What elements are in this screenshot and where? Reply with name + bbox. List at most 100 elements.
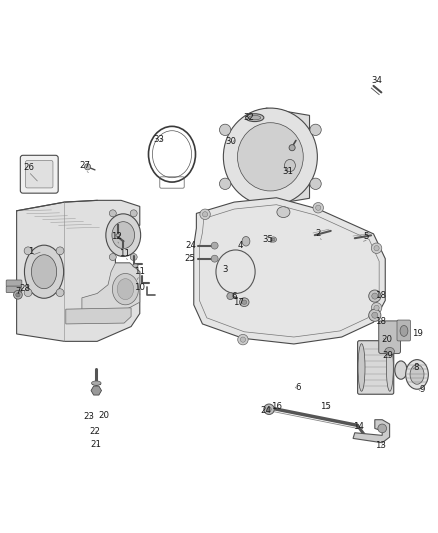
Polygon shape: [194, 198, 385, 344]
Ellipse shape: [112, 222, 134, 249]
Text: 20: 20: [381, 335, 392, 344]
Circle shape: [110, 254, 116, 261]
Circle shape: [374, 305, 379, 310]
Circle shape: [371, 243, 382, 254]
Text: 21: 21: [91, 440, 102, 449]
Ellipse shape: [400, 326, 408, 336]
Ellipse shape: [277, 207, 290, 217]
Circle shape: [310, 124, 321, 135]
Circle shape: [267, 407, 271, 411]
Ellipse shape: [133, 264, 138, 268]
Circle shape: [130, 254, 137, 261]
Text: 20: 20: [98, 411, 109, 420]
Text: 18: 18: [375, 291, 386, 300]
FancyBboxPatch shape: [25, 160, 53, 188]
Text: 5: 5: [364, 232, 369, 241]
Text: 19: 19: [412, 329, 423, 338]
Ellipse shape: [272, 238, 275, 241]
Ellipse shape: [113, 273, 138, 305]
Circle shape: [238, 334, 248, 345]
Circle shape: [372, 312, 378, 318]
Ellipse shape: [242, 300, 247, 304]
Circle shape: [110, 210, 116, 217]
Text: 14: 14: [353, 422, 364, 431]
Polygon shape: [266, 108, 310, 206]
Text: 28: 28: [20, 284, 31, 293]
Text: 17: 17: [233, 298, 244, 306]
Circle shape: [200, 209, 210, 220]
Circle shape: [264, 404, 274, 415]
Text: 23: 23: [84, 412, 95, 421]
Text: 29: 29: [382, 351, 393, 360]
Ellipse shape: [249, 116, 261, 120]
Circle shape: [85, 164, 91, 170]
Text: 26: 26: [23, 163, 34, 172]
Ellipse shape: [106, 214, 141, 256]
Ellipse shape: [406, 360, 428, 389]
Ellipse shape: [358, 344, 365, 391]
Polygon shape: [353, 419, 390, 443]
Ellipse shape: [395, 361, 407, 379]
Circle shape: [219, 178, 231, 189]
Circle shape: [372, 293, 378, 299]
Ellipse shape: [237, 123, 303, 191]
Circle shape: [310, 178, 321, 189]
FancyBboxPatch shape: [6, 280, 22, 287]
Text: 30: 30: [226, 136, 237, 146]
Polygon shape: [66, 308, 131, 324]
Ellipse shape: [386, 344, 393, 391]
Circle shape: [56, 289, 64, 296]
Ellipse shape: [285, 159, 295, 172]
Circle shape: [24, 289, 32, 296]
Text: 27: 27: [79, 161, 91, 170]
Text: 12: 12: [111, 231, 122, 240]
Circle shape: [211, 242, 218, 249]
Circle shape: [130, 210, 137, 217]
Text: 4: 4: [237, 241, 243, 250]
Circle shape: [227, 293, 234, 300]
Circle shape: [369, 290, 381, 302]
Text: 35: 35: [262, 235, 273, 244]
Text: 11: 11: [119, 249, 130, 258]
Ellipse shape: [116, 234, 120, 237]
Text: 16: 16: [272, 402, 283, 411]
Ellipse shape: [117, 279, 134, 300]
Text: 8: 8: [413, 363, 418, 372]
Text: 33: 33: [153, 135, 164, 144]
Text: 10: 10: [134, 283, 145, 292]
Circle shape: [316, 205, 321, 211]
Circle shape: [289, 144, 295, 151]
Ellipse shape: [223, 108, 318, 206]
Ellipse shape: [240, 298, 249, 306]
Text: 22: 22: [89, 426, 100, 435]
Text: 25: 25: [184, 254, 195, 263]
Circle shape: [374, 246, 379, 251]
Text: 9: 9: [420, 385, 425, 394]
Text: 6: 6: [231, 292, 237, 301]
Text: 34: 34: [371, 76, 382, 85]
Circle shape: [313, 203, 323, 213]
Polygon shape: [82, 263, 140, 317]
Circle shape: [56, 247, 64, 255]
Text: 13: 13: [375, 441, 386, 450]
Circle shape: [14, 290, 22, 299]
FancyBboxPatch shape: [397, 320, 410, 341]
Circle shape: [24, 247, 32, 255]
Circle shape: [371, 303, 382, 313]
Ellipse shape: [385, 348, 394, 356]
Circle shape: [378, 424, 387, 433]
Ellipse shape: [242, 237, 250, 246]
Circle shape: [16, 293, 20, 297]
Ellipse shape: [246, 114, 264, 122]
Ellipse shape: [410, 365, 424, 384]
Ellipse shape: [25, 245, 64, 298]
Ellipse shape: [32, 255, 57, 289]
FancyBboxPatch shape: [6, 286, 22, 293]
FancyBboxPatch shape: [20, 155, 58, 193]
Ellipse shape: [92, 381, 101, 385]
FancyBboxPatch shape: [357, 341, 394, 394]
Polygon shape: [91, 386, 102, 395]
Circle shape: [369, 309, 381, 321]
Circle shape: [219, 124, 231, 135]
Text: 2: 2: [315, 229, 321, 238]
